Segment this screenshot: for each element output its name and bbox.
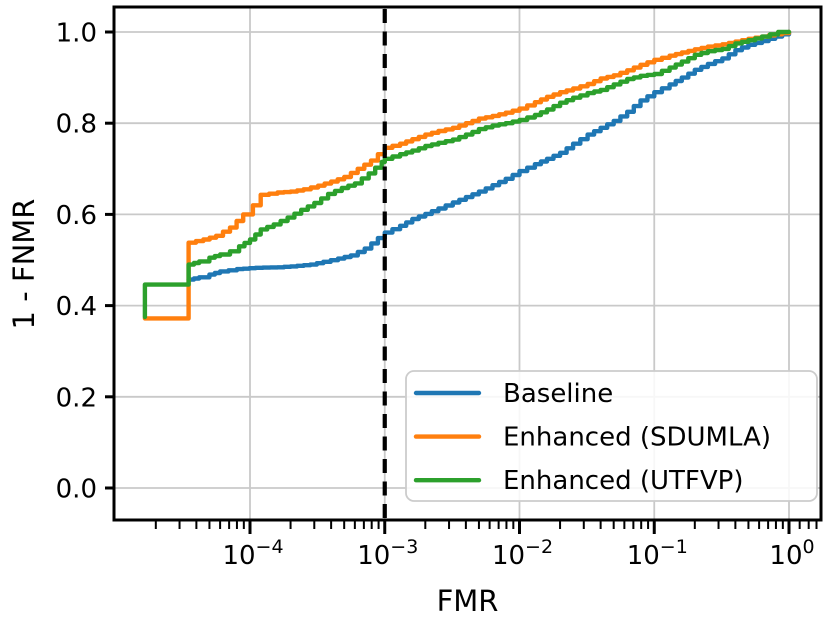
- legend-label: Enhanced (UTFVP): [503, 466, 743, 496]
- legend-label: Enhanced (SDUMLA): [503, 423, 771, 453]
- y-tick-label: 0.2: [56, 383, 97, 413]
- x-axis-label: FMR: [437, 584, 499, 618]
- y-tick-label: 0.6: [56, 201, 97, 231]
- axis-ticks: [105, 30, 818, 534]
- curve-enhanced-utfvp: [142, 29, 792, 320]
- legend: Baseline Enhanced (SDUMLA) Enhanced (UTFVP…: [405, 370, 818, 502]
- y-tick-label: 1.0: [56, 19, 97, 49]
- y-tick-label: 0.8: [56, 110, 97, 140]
- curve-enhanced-sdumla: [142, 29, 792, 321]
- legend-label: Baseline: [503, 379, 613, 409]
- curve-baseline: [186, 29, 792, 282]
- y-axis-label: 1 - FNMR: [7, 199, 41, 330]
- legend-box: [405, 370, 818, 502]
- plot-border: [112, 5, 823, 522]
- y-tick-label: 0.4: [56, 292, 97, 322]
- y-tick-label: 0.0: [56, 475, 97, 505]
